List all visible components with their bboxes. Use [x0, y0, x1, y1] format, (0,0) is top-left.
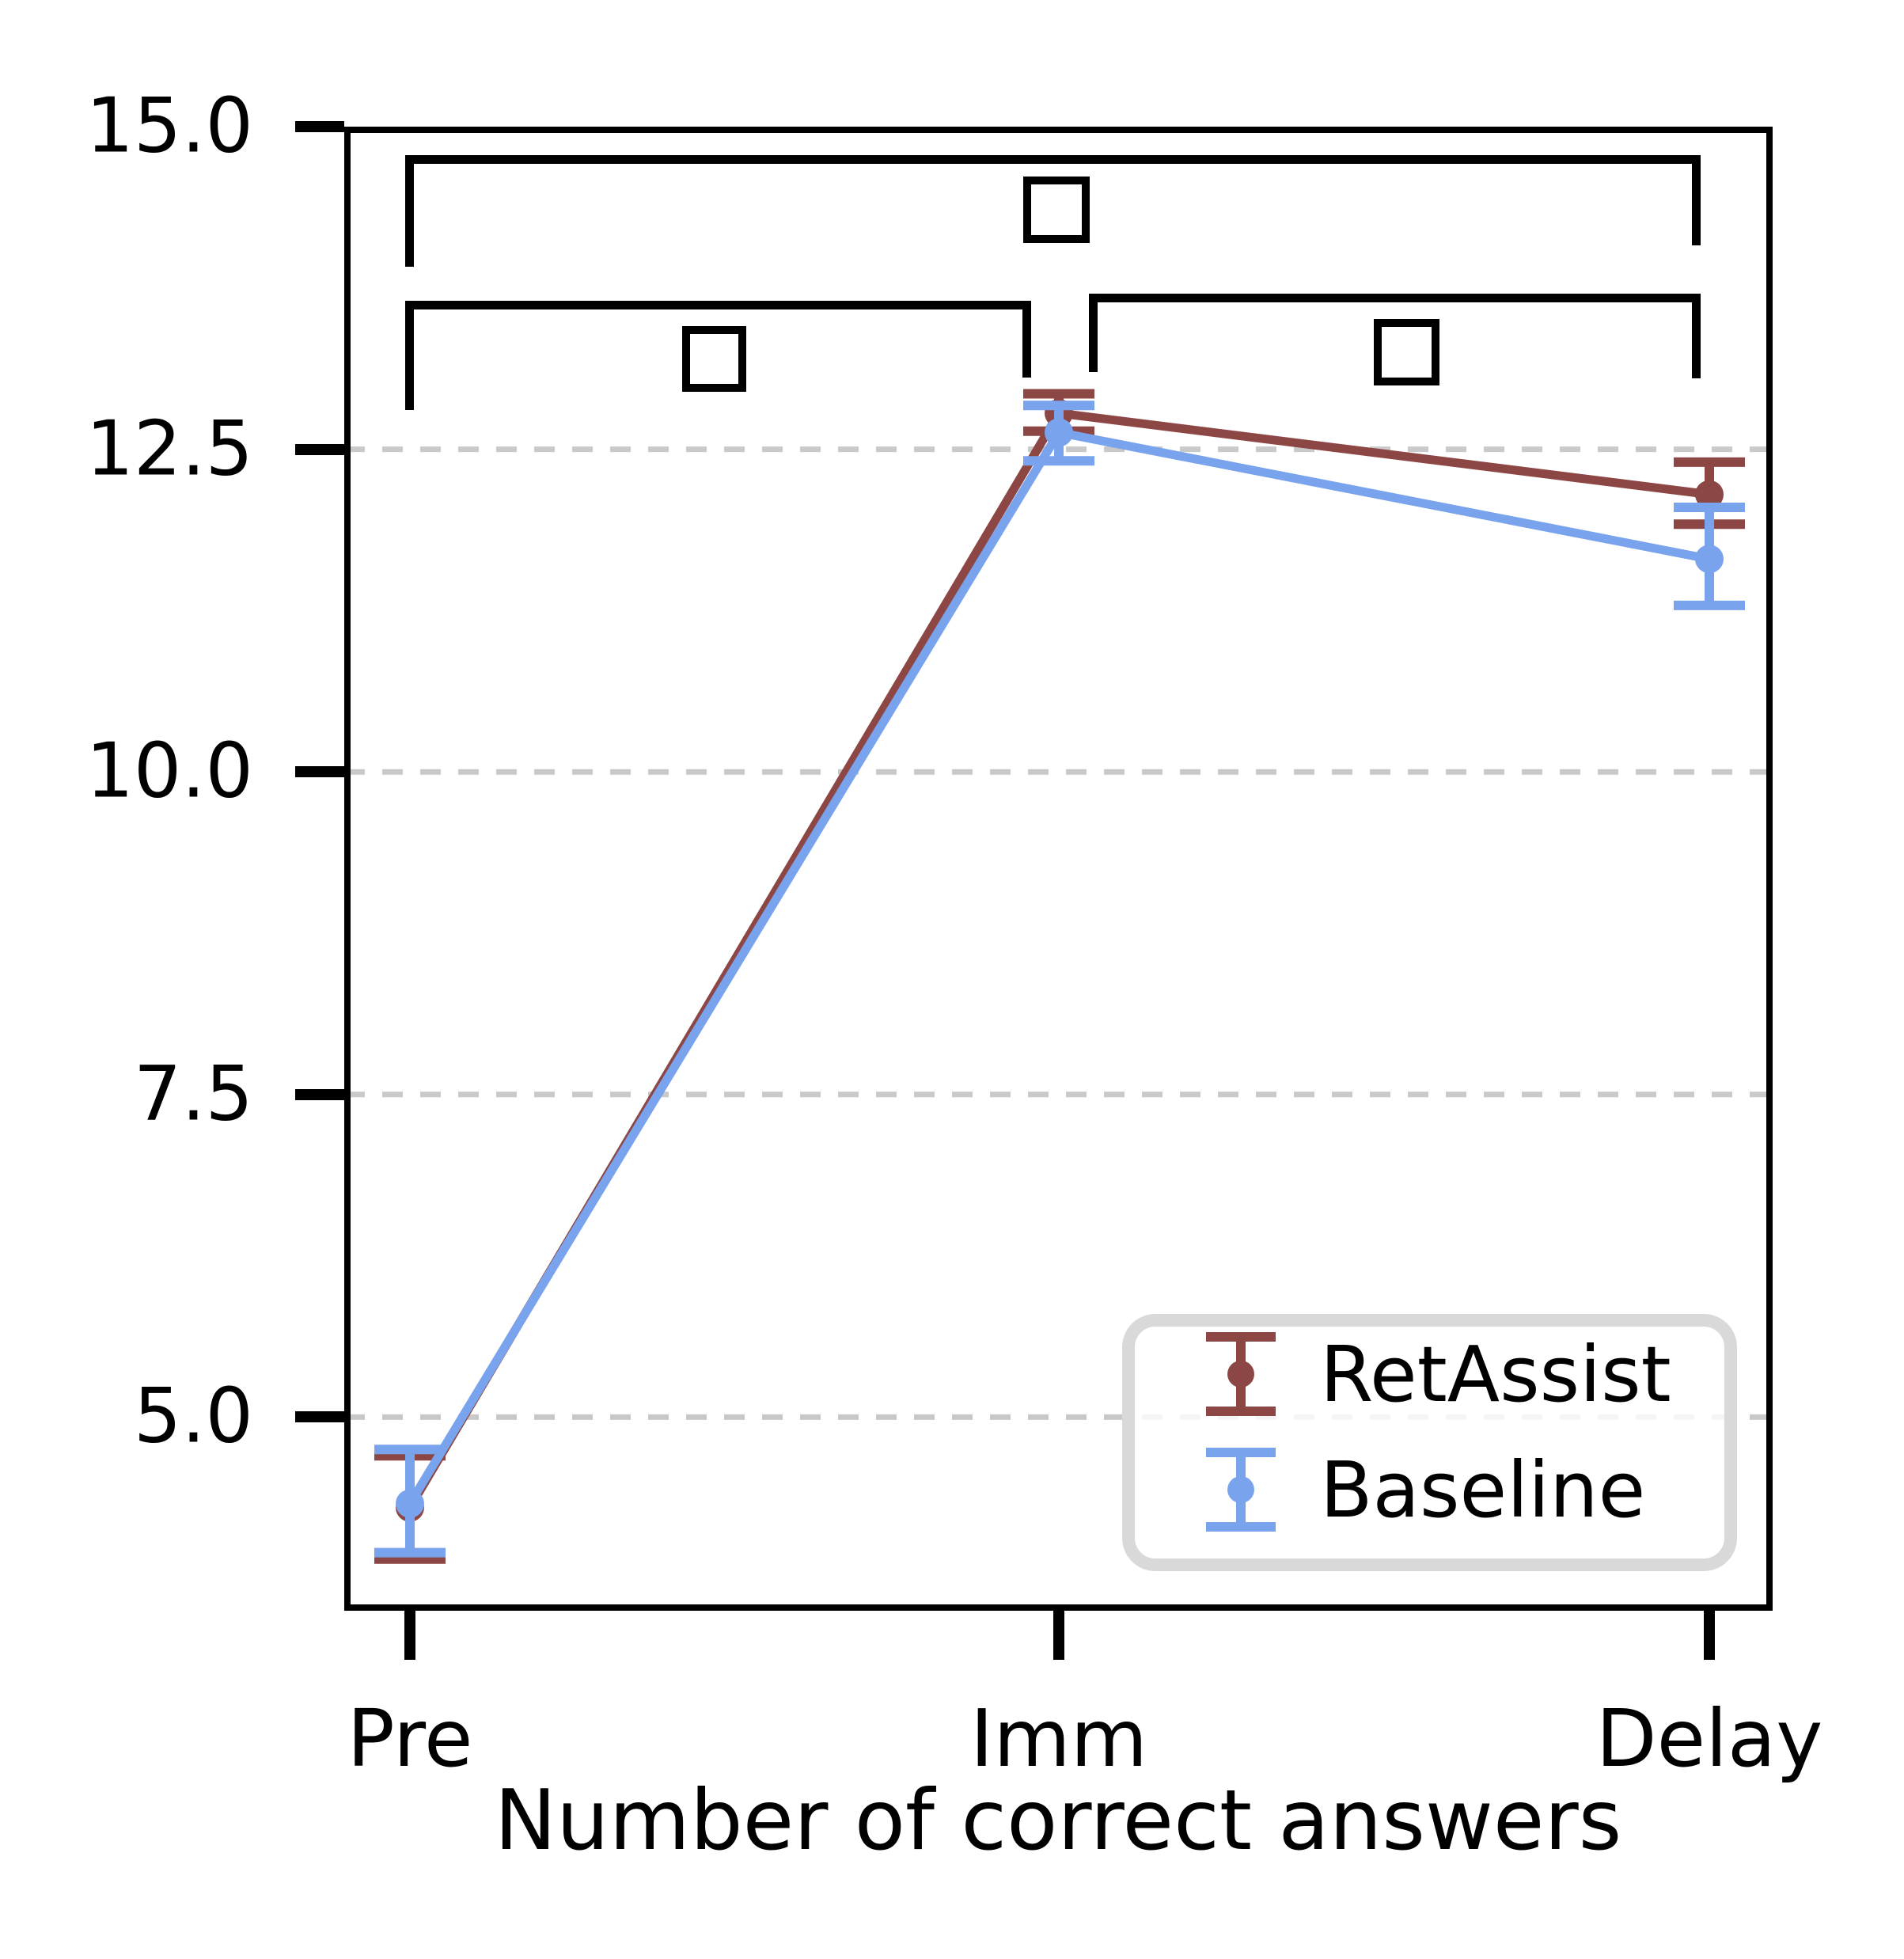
- bracket-arm-left: [405, 155, 414, 267]
- y-tick-7.5: [295, 1089, 344, 1100]
- y-tick-12.5: [295, 444, 344, 455]
- x-tick-label-imm: Imm: [969, 1692, 1148, 1785]
- bracket-bar: [1089, 294, 1701, 302]
- y-tick-label-7.5: 7.5: [133, 1050, 253, 1138]
- bracket-arm-right: [1692, 155, 1701, 245]
- y-tick-label-15.0: 15.0: [85, 82, 253, 170]
- y-tick-10.0: [295, 766, 344, 777]
- y-tick-label-5.0: 5.0: [133, 1372, 253, 1460]
- y-tick-15.0: [295, 121, 344, 132]
- x-tick-imm: [1053, 1611, 1064, 1660]
- plot-area: [344, 389, 1773, 1564]
- significance-marker-missing-glyph: [1023, 177, 1090, 243]
- x-tick-label-pre: Pre: [347, 1692, 473, 1785]
- x-axis-title: Number of correct answers: [494, 1772, 1622, 1869]
- bracket-arm-right: [1692, 294, 1701, 378]
- bracket-arm-right: [1022, 301, 1031, 378]
- significance-marker-missing-glyph: [1374, 319, 1439, 385]
- y-tick-label-10.0: 10.0: [85, 727, 253, 815]
- legend-entry-baseline: Baseline: [1204, 1447, 1709, 1532]
- y-tick-5.0: [295, 1411, 344, 1422]
- x-tick-label-delay: Delay: [1595, 1692, 1823, 1785]
- legend-label: Baseline: [1320, 1445, 1646, 1535]
- bracket-arm-left: [1089, 294, 1098, 372]
- bracket-bar: [405, 301, 1031, 309]
- bracket-bar: [405, 155, 1701, 164]
- errorbar-symbol-icon: [1204, 1447, 1277, 1532]
- x-tick-pre: [404, 1611, 415, 1660]
- legend-label: RetAssist: [1320, 1329, 1671, 1419]
- legend: RetAssist Baseline: [1122, 1314, 1737, 1571]
- legend-entry-retassist: RetAssist: [1204, 1331, 1709, 1417]
- significance-marker-missing-glyph: [682, 326, 746, 392]
- errorbar-symbol-icon: [1204, 1331, 1277, 1417]
- bracket-arm-left: [405, 301, 414, 410]
- y-tick-label-12.5: 12.5: [85, 405, 253, 493]
- x-tick-delay: [1704, 1611, 1715, 1660]
